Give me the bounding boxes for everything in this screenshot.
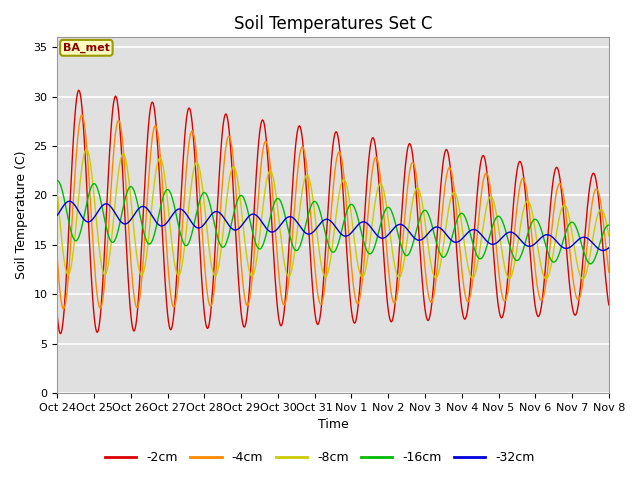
X-axis label: Time: Time — [317, 419, 349, 432]
Y-axis label: Soil Temperature (C): Soil Temperature (C) — [15, 151, 28, 279]
Title: Soil Temperatures Set C: Soil Temperatures Set C — [234, 15, 433, 33]
Legend: -2cm, -4cm, -8cm, -16cm, -32cm: -2cm, -4cm, -8cm, -16cm, -32cm — [100, 446, 540, 469]
Text: BA_met: BA_met — [63, 43, 110, 53]
